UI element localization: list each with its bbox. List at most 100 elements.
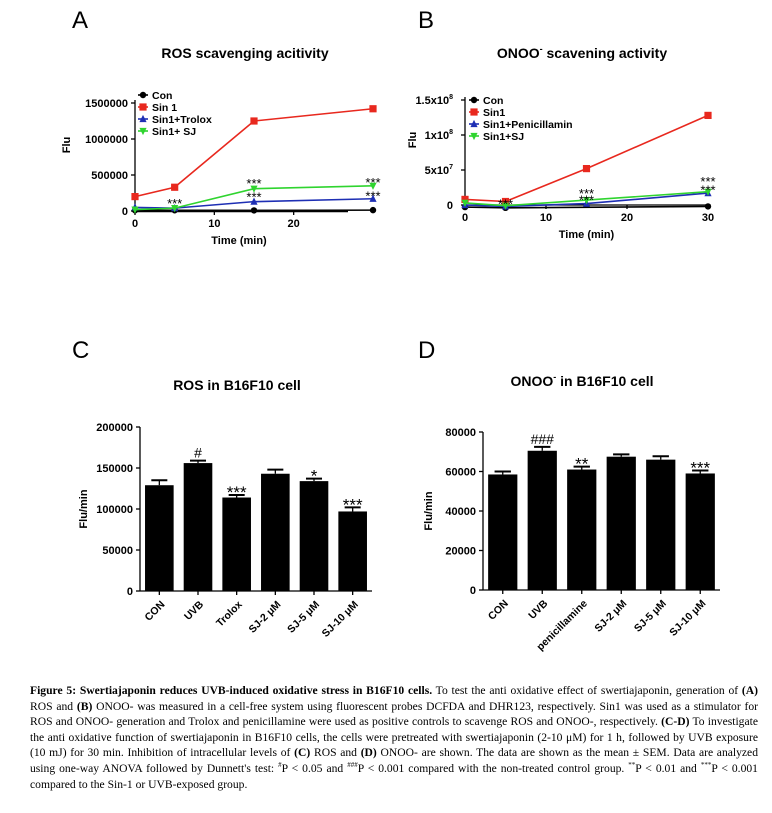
bar — [685, 473, 715, 590]
x-tick-label: 20 — [288, 218, 300, 230]
legend-marker — [139, 103, 147, 111]
significance-mark: * — [311, 467, 318, 486]
significance-mark: *** — [498, 197, 513, 212]
x-tick-label: 10 — [540, 212, 552, 224]
significance-mark: *** — [227, 483, 247, 502]
legend-label: Sin1+SJ — [483, 131, 524, 143]
legend-label: Sin1+ SJ — [152, 126, 196, 138]
significance-mark: *** — [690, 459, 710, 478]
legend-marker — [139, 114, 147, 123]
y-tick-label: 1500000 — [85, 98, 128, 110]
x-tick-label: 0 — [462, 212, 468, 224]
x-tick-label: SJ-5 μM — [632, 597, 669, 634]
caption-ref-c: (C) — [294, 746, 311, 760]
figure-caption: Figure 5: Swertiajaponin reduces UVB-ind… — [30, 683, 758, 792]
series-line-1 — [464, 114, 709, 203]
chart-a: ROS scavenging acitivity 0 500000 1000000 15… — [61, 45, 381, 247]
x-tick-label: 10 — [208, 218, 220, 230]
significance-mark: *** — [365, 175, 380, 190]
chart-b: ONOO- scavening activity 0 5x107 1x108 1.5x1… — [407, 44, 716, 241]
x-tick-label: 30 — [702, 212, 714, 224]
bar — [567, 469, 597, 590]
data-point — [171, 183, 179, 191]
caption-text-2: ROS and — [30, 699, 77, 713]
panel-letter-d: D — [418, 337, 435, 364]
y-tick-label: 60000 — [445, 467, 476, 479]
x-tick-label: SJ-10 μM — [320, 598, 361, 639]
x-axis-label: Time (min) — [559, 229, 615, 241]
bar — [527, 450, 557, 590]
x-tick-label: 20 — [621, 212, 633, 224]
x-tick-label: SJ-5 μM — [285, 598, 322, 635]
significance-mark: *** — [365, 189, 380, 204]
caption-text-3: ONOO- was measured in a cell-free system… — [30, 699, 759, 729]
bar — [646, 459, 676, 590]
significance-mark: *** — [700, 183, 715, 198]
y-axis-label: Flu/min — [423, 491, 435, 530]
caption-sup-4: *** — [700, 761, 712, 770]
data-point — [369, 206, 377, 214]
legend-marker — [470, 132, 478, 141]
bar — [183, 463, 213, 591]
legend-marker — [139, 91, 147, 99]
bar — [145, 485, 174, 591]
caption-text-7: P < 0.05 and — [281, 761, 348, 775]
data-point — [501, 197, 510, 206]
chart-d: ONOO- in B16F10 cell 0 20000 40000 60000 8000… — [423, 372, 720, 653]
legend-label: Con — [483, 95, 503, 107]
legend-marker — [470, 96, 478, 104]
bar — [261, 473, 290, 591]
significance-mark: *** — [343, 495, 363, 514]
data-point — [369, 182, 377, 190]
data-point — [250, 207, 258, 214]
x-tick-label: CON — [486, 598, 511, 623]
legend-label: Sin 1 — [152, 102, 177, 114]
significance-mark: ### — [531, 431, 555, 447]
caption-ref-b: (B) — [76, 699, 93, 713]
series-line-3 — [464, 190, 709, 207]
y-tick-label: 1x108 — [425, 129, 453, 142]
y-axis-label: Flu/min — [78, 489, 90, 528]
series-line-2 — [464, 192, 709, 208]
x-tick-label: SJ-2 μM — [246, 598, 283, 635]
data-point — [250, 185, 258, 193]
series-line-1 — [134, 107, 374, 198]
y-tick-label: 20000 — [445, 546, 476, 558]
chart-title: ONOO- scavening activity — [497, 44, 667, 61]
significance-mark: # — [194, 445, 202, 461]
chart-c: ROS in B16F10 cell 0 50000 100000 150000 2000… — [78, 377, 372, 640]
x-axis-label: Time (min) — [211, 235, 267, 247]
y-tick-label: 0 — [447, 200, 453, 212]
panel-letter-c: C — [72, 337, 89, 364]
bar — [299, 481, 329, 591]
significance-mark: *** — [246, 190, 261, 205]
legend-marker — [470, 119, 478, 128]
caption-heading: Figure 5: Swertiajaponin reduces UVB-ind… — [30, 684, 433, 697]
data-point — [582, 197, 591, 205]
data-point — [131, 193, 139, 201]
data-point — [131, 206, 139, 214]
caption-sup-2: ### — [347, 761, 358, 770]
significance-mark: *** — [579, 186, 594, 201]
significance-mark: *** — [167, 196, 182, 211]
series-line-3 — [134, 185, 374, 211]
caption-text-1: To test the anti oxidative effect of swe… — [432, 684, 742, 697]
legend-label: Sin1+Trolox — [152, 114, 212, 126]
y-tick-label: 50000 — [102, 545, 133, 557]
legend-label: Sin1+Penicillamin — [483, 119, 573, 131]
data-point — [461, 199, 469, 207]
x-tick-label: UVB — [526, 597, 550, 621]
caption-text-10: P < 0.001 compared to the Sin-1 or UVB-e… — [30, 761, 758, 791]
caption-text-8: P < 0.001 compared with the non-treated … — [357, 761, 629, 775]
caption-ref-a: (A) — [741, 684, 758, 697]
y-tick-label: 80000 — [445, 427, 476, 439]
significance-mark: *** — [579, 192, 594, 207]
legend-label: Sin1 — [483, 107, 505, 119]
data-point — [461, 195, 469, 203]
data-point — [171, 205, 179, 213]
chart-title: ROS scavenging acitivity — [161, 45, 328, 61]
x-tick-label: SJ-10 μM — [667, 597, 708, 638]
data-point — [369, 194, 377, 202]
y-axis-label: Flu — [407, 132, 419, 149]
